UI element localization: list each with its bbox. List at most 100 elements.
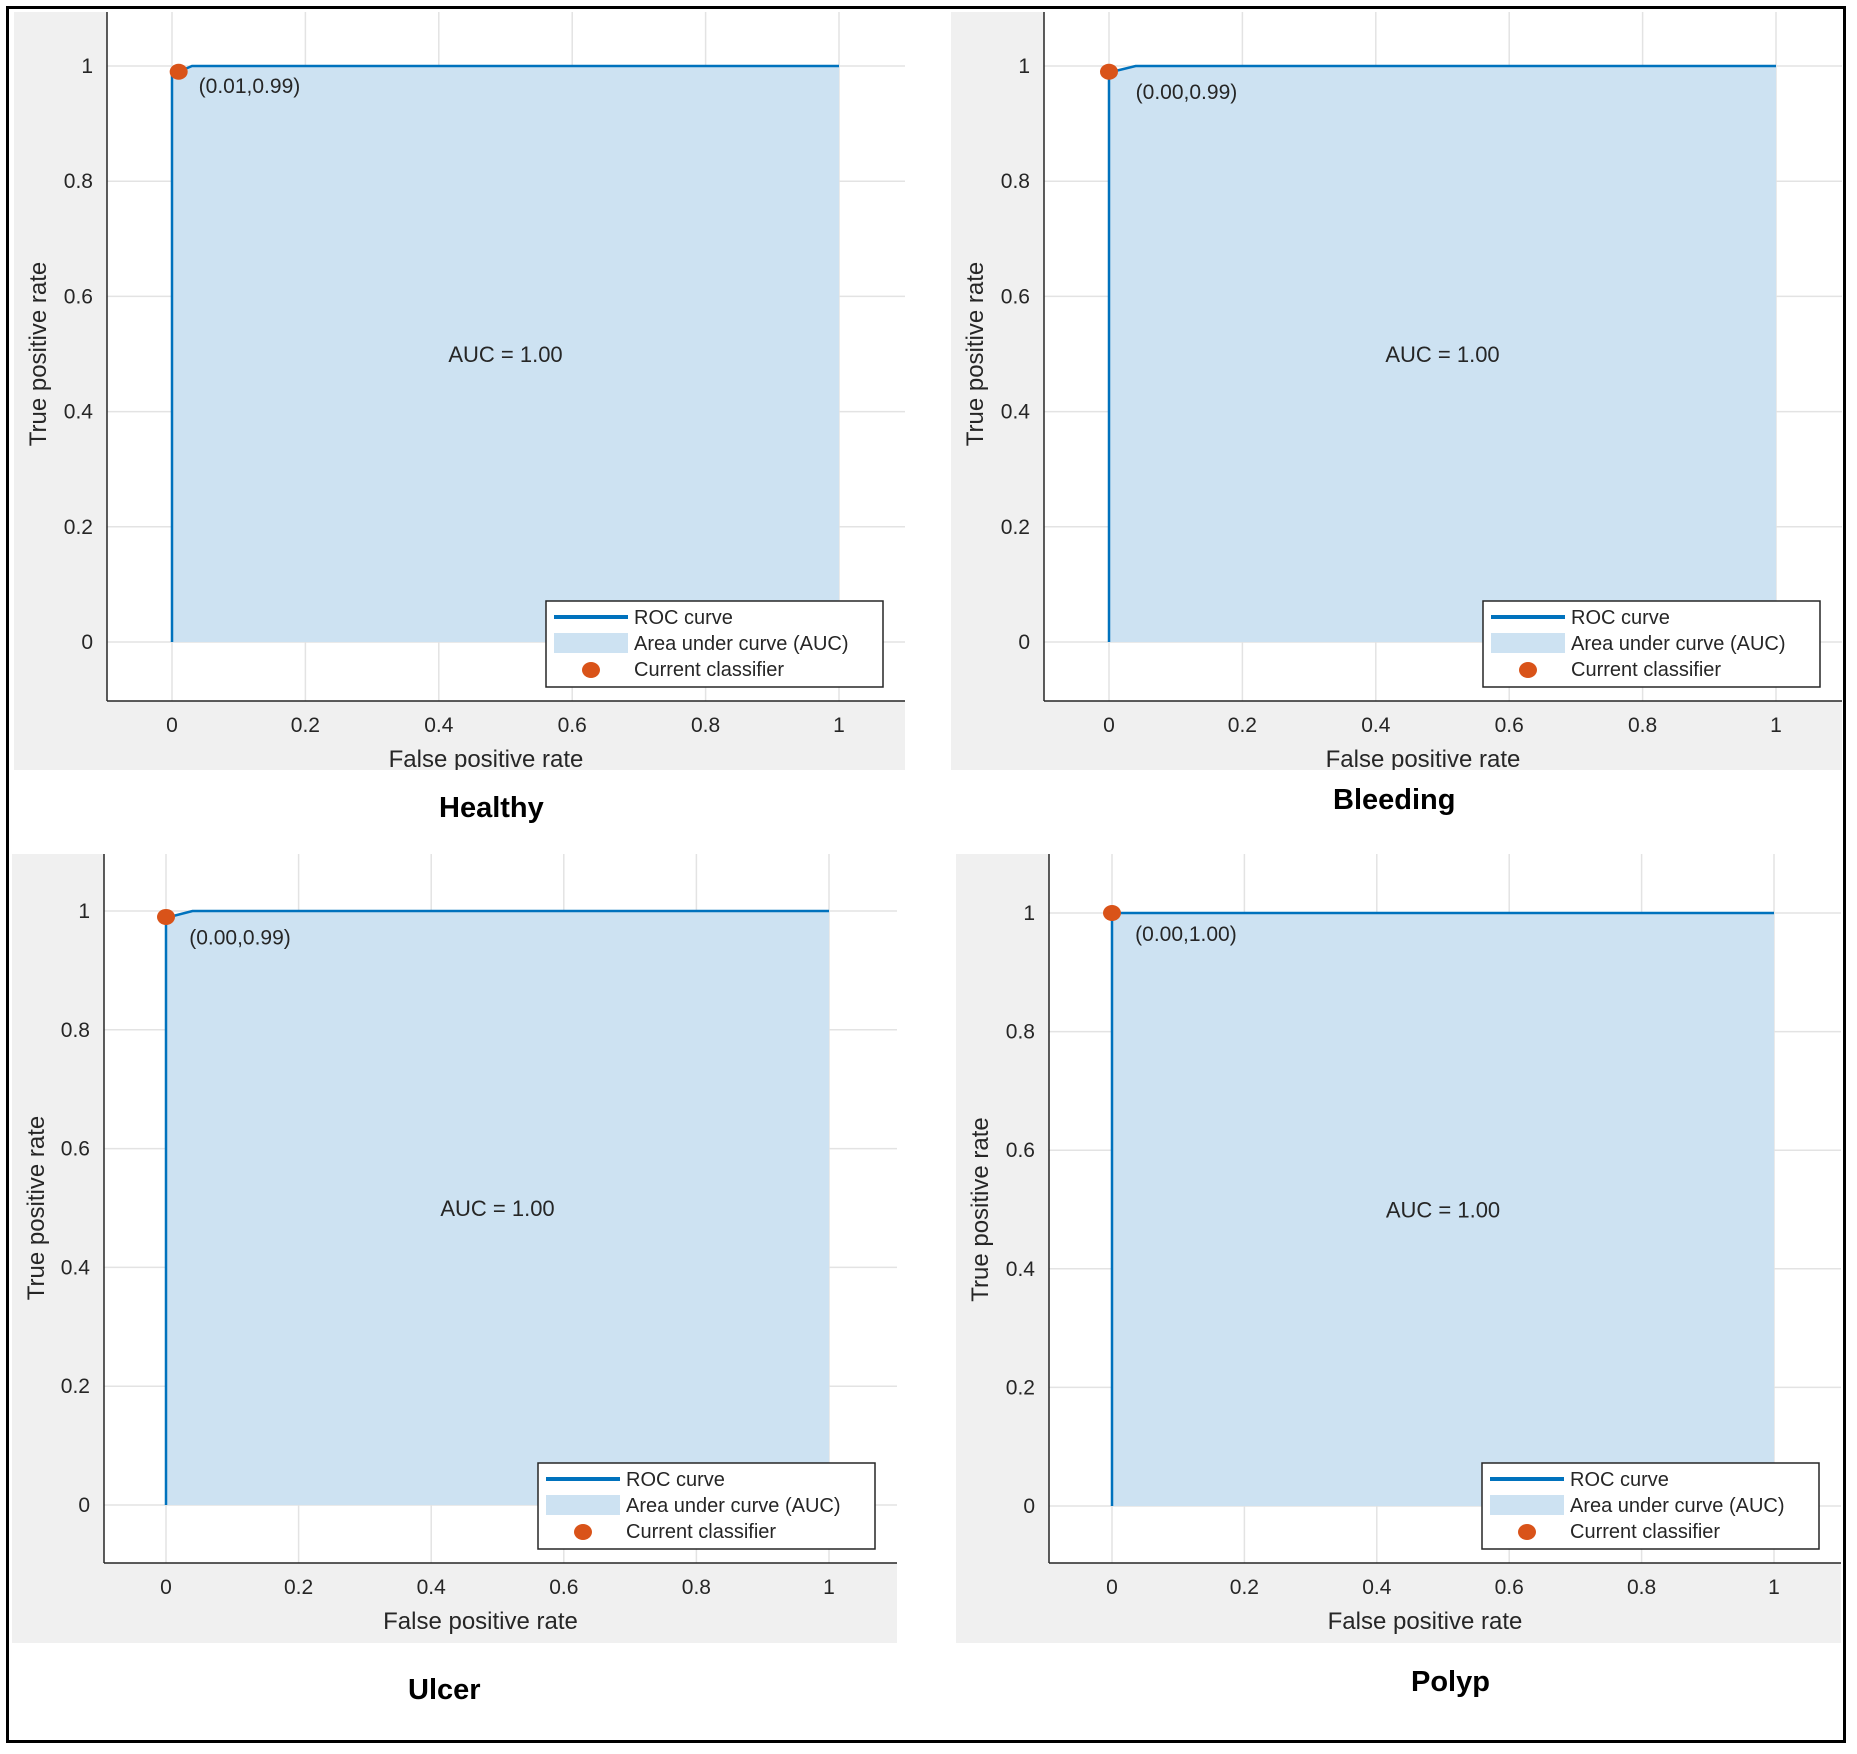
x-tick-label: 0.2 (1228, 714, 1257, 737)
x-axis-label: False positive rate (389, 746, 584, 770)
x-axis-label: False positive rate (1326, 746, 1521, 770)
roc-panel-polyp: 0 0.2 0.4 0.6 0.8 1 0 0.2 0.4 0.6 0.8 1 False positi… (956, 854, 1841, 1643)
y-axis-label: True positive rate (962, 262, 989, 447)
y-tick-label: 0 (1023, 1495, 1035, 1518)
x-tick-label: 1 (1770, 714, 1782, 737)
x-tick-label: 1 (1768, 1576, 1780, 1599)
x-tick-label: 0 (1106, 1576, 1118, 1599)
x-tick-label: 0.8 (691, 714, 720, 737)
x-axis-label: False positive rate (383, 1608, 578, 1635)
x-tick-label: 0.8 (1628, 714, 1657, 737)
panel-name-polyp: Polyp (1411, 1666, 1490, 1698)
legend: ROC curve Area under curve (AUC) Current c… (545, 600, 884, 688)
legend-entry-label: ROC curve (626, 1469, 725, 1491)
x-tick-label: 0.2 (284, 1576, 313, 1599)
x-tick-label: 0.6 (1495, 714, 1524, 737)
panel-name-healthy: Healthy (439, 792, 544, 824)
auc-value-label: AUC = 1.00 (1386, 1198, 1500, 1223)
legend: ROC curve Area under curve (AUC) Current c… (1481, 1462, 1820, 1550)
x-tick-label: 0.8 (682, 1576, 711, 1599)
roc-panel-ulcer: 0 0.2 0.4 0.6 0.8 1 0 0.2 0.4 0.6 0.8 1 False positi… (12, 854, 897, 1643)
legend-entry-label: Area under curve (AUC) (1571, 633, 1786, 655)
legend-entry-label: Area under curve (AUC) (1570, 1495, 1785, 1517)
roc-panel-healthy: 0 0.2 0.4 0.6 0.8 1 0 0.2 0.4 0.6 0.8 1 False positi… (14, 12, 905, 770)
legend-entry-label: ROC curve (1570, 1469, 1669, 1491)
classifier-coordinate-label: (0.00,1.00) (1135, 923, 1237, 946)
x-tick-label: 0.2 (1230, 1576, 1259, 1599)
y-tick-label: 0 (78, 1494, 90, 1517)
y-tick-label: 0.8 (1001, 170, 1030, 193)
y-axis-label: True positive rate (23, 1116, 50, 1301)
y-tick-label: 0.8 (1006, 1021, 1035, 1044)
legend-classifier-swatch (574, 1524, 592, 1540)
current-classifier-point (1103, 905, 1121, 921)
y-tick-label: 1 (81, 55, 93, 78)
x-tick-label: 0.6 (549, 1576, 578, 1599)
roc-panel-bleeding: 0 0.2 0.4 0.6 0.8 1 0 0.2 0.4 0.6 0.8 1 False positi… (951, 12, 1842, 770)
legend: ROC curve Area under curve (AUC) Current c… (537, 1462, 876, 1550)
auc-value-label: AUC = 1.00 (1385, 342, 1499, 367)
y-tick-label: 0.2 (1001, 516, 1030, 539)
y-tick-label: 0.6 (1006, 1139, 1035, 1162)
legend-entry-label: Current classifier (1570, 1521, 1720, 1543)
auc-area (1112, 913, 1774, 1506)
classifier-coordinate-label: (0.00,0.99) (189, 927, 291, 950)
y-tick-label: 0.6 (64, 285, 93, 308)
x-tick-label: 0.4 (1362, 1576, 1392, 1599)
y-tick-label: 1 (1023, 902, 1035, 925)
legend-entry-label: Current classifier (634, 659, 784, 681)
roc-chart-svg: 0 0.2 0.4 0.6 0.8 1 0 0.2 0.4 0.6 0.8 1 False positi… (23, 854, 897, 1635)
y-tick-label: 0.4 (61, 1256, 91, 1279)
y-tick-label: 0.8 (61, 1019, 90, 1042)
x-tick-label: 0 (1103, 714, 1115, 737)
x-tick-label: 0.6 (558, 714, 587, 737)
legend-classifier-swatch (1518, 1524, 1536, 1540)
legend-entry-label: ROC curve (634, 607, 733, 629)
y-tick-label: 1 (1018, 55, 1030, 78)
y-tick-label: 0.4 (1001, 401, 1031, 424)
auc-area (1109, 66, 1776, 642)
classifier-coordinate-label: (0.01,0.99) (199, 75, 301, 98)
x-tick-label: 0.8 (1627, 1576, 1656, 1599)
legend-classifier-swatch (1519, 662, 1537, 678)
y-tick-label: 0.6 (61, 1138, 90, 1161)
x-tick-label: 0 (160, 1576, 172, 1599)
current-classifier-point (1100, 63, 1118, 80)
legend-auc-swatch (554, 633, 628, 653)
y-tick-label: 0.2 (64, 516, 93, 539)
roc-chart-svg: 0 0.2 0.4 0.6 0.8 1 0 0.2 0.4 0.6 0.8 1 False positi… (962, 12, 1842, 770)
y-tick-label: 0.2 (61, 1375, 90, 1398)
x-tick-label: 0.4 (417, 1576, 447, 1599)
y-tick-label: 1 (78, 900, 90, 923)
auc-area (166, 911, 829, 1505)
figure-frame (6, 6, 1846, 1743)
legend-auc-swatch (1491, 633, 1565, 653)
legend-entry-label: Area under curve (AUC) (634, 633, 849, 655)
x-tick-label: 0.2 (291, 714, 320, 737)
x-tick-label: 1 (833, 714, 845, 737)
roc-chart-svg: 0 0.2 0.4 0.6 0.8 1 0 0.2 0.4 0.6 0.8 1 False positi… (967, 854, 1841, 1635)
legend-entry-label: Current classifier (1571, 659, 1721, 681)
x-tick-label: 0.6 (1495, 1576, 1524, 1599)
y-axis-label: True positive rate (25, 262, 52, 447)
auc-area (172, 66, 839, 642)
classifier-coordinate-label: (0.00,0.99) (1136, 81, 1238, 104)
legend-classifier-swatch (582, 662, 600, 678)
y-tick-label: 0.4 (64, 401, 94, 424)
x-tick-label: 0.4 (1361, 714, 1391, 737)
legend-entry-label: Current classifier (626, 1521, 776, 1543)
x-tick-label: 1 (823, 1576, 835, 1599)
legend-entry-label: ROC curve (1571, 607, 1670, 629)
panel-name-ulcer: Ulcer (408, 1674, 481, 1706)
y-tick-label: 0 (1018, 631, 1030, 654)
legend-auc-swatch (546, 1495, 620, 1515)
roc-chart-svg: 0 0.2 0.4 0.6 0.8 1 0 0.2 0.4 0.6 0.8 1 False positi… (25, 12, 905, 770)
y-tick-label: 0.2 (1006, 1376, 1035, 1399)
x-tick-label: 0 (166, 714, 178, 737)
legend: ROC curve Area under curve (AUC) Current c… (1482, 600, 1821, 688)
auc-value-label: AUC = 1.00 (440, 1196, 554, 1221)
x-tick-label: 0.4 (424, 714, 454, 737)
y-tick-label: 0 (81, 631, 93, 654)
auc-value-label: AUC = 1.00 (448, 342, 562, 367)
current-classifier-point (169, 63, 188, 80)
